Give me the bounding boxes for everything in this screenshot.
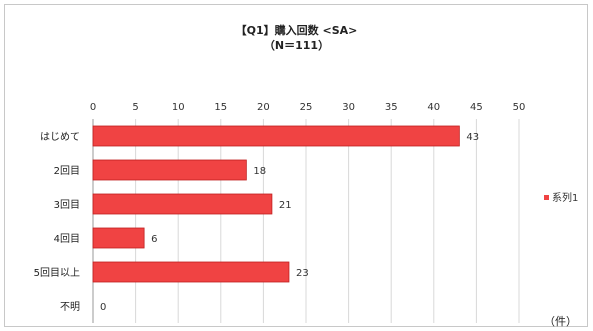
x-tick-label-7: 35	[385, 102, 398, 113]
unit-label: （件）	[544, 315, 577, 328]
data-label-5: 0	[100, 302, 106, 313]
category-label-4: 5回目以上	[34, 267, 80, 279]
x-tick-label-2: 10	[172, 102, 185, 113]
category-label-3: 4回目	[54, 233, 80, 245]
chart-subtitle: （N＝111）	[263, 39, 330, 52]
legend-swatch	[544, 195, 549, 200]
x-tick-label-10: 50	[513, 102, 526, 113]
bar-3	[92, 227, 145, 249]
grid-lines	[92, 119, 520, 323]
bar-0	[92, 125, 460, 147]
chart-title: 【Q1】購入回数 <SA>	[235, 24, 358, 37]
x-tick-labels: 0 5 10 15 20 25 30 35 40 45 50	[90, 102, 526, 113]
data-label-4: 23	[296, 268, 309, 279]
legend-label: 系列1	[552, 191, 578, 204]
x-tick-label-8: 40	[427, 102, 440, 113]
x-tick-label-3: 15	[214, 102, 227, 113]
bar-2	[92, 193, 273, 215]
bars	[92, 125, 460, 283]
data-labels: 43 18 21 6 23 0	[100, 132, 479, 313]
data-label-0: 43	[466, 132, 479, 143]
x-tick-label-0: 0	[90, 102, 96, 113]
data-label-2: 21	[279, 200, 292, 211]
category-label-2: 3回目	[54, 199, 80, 211]
category-label-1: 2回目	[54, 165, 80, 177]
category-label-0: はじめて	[40, 131, 80, 143]
x-tick-label-6: 30	[342, 102, 355, 113]
category-label-5: 不明	[60, 301, 80, 313]
data-label-3: 6	[151, 234, 157, 245]
x-tick-label-5: 25	[300, 102, 313, 113]
bar-1	[92, 159, 247, 181]
bar-4	[92, 261, 290, 283]
legend: 系列1	[544, 191, 578, 204]
x-tick-label-4: 20	[257, 102, 270, 113]
x-tick-label-9: 45	[470, 102, 483, 113]
data-label-1: 18	[253, 166, 266, 177]
x-tick-label-1: 5	[132, 102, 138, 113]
